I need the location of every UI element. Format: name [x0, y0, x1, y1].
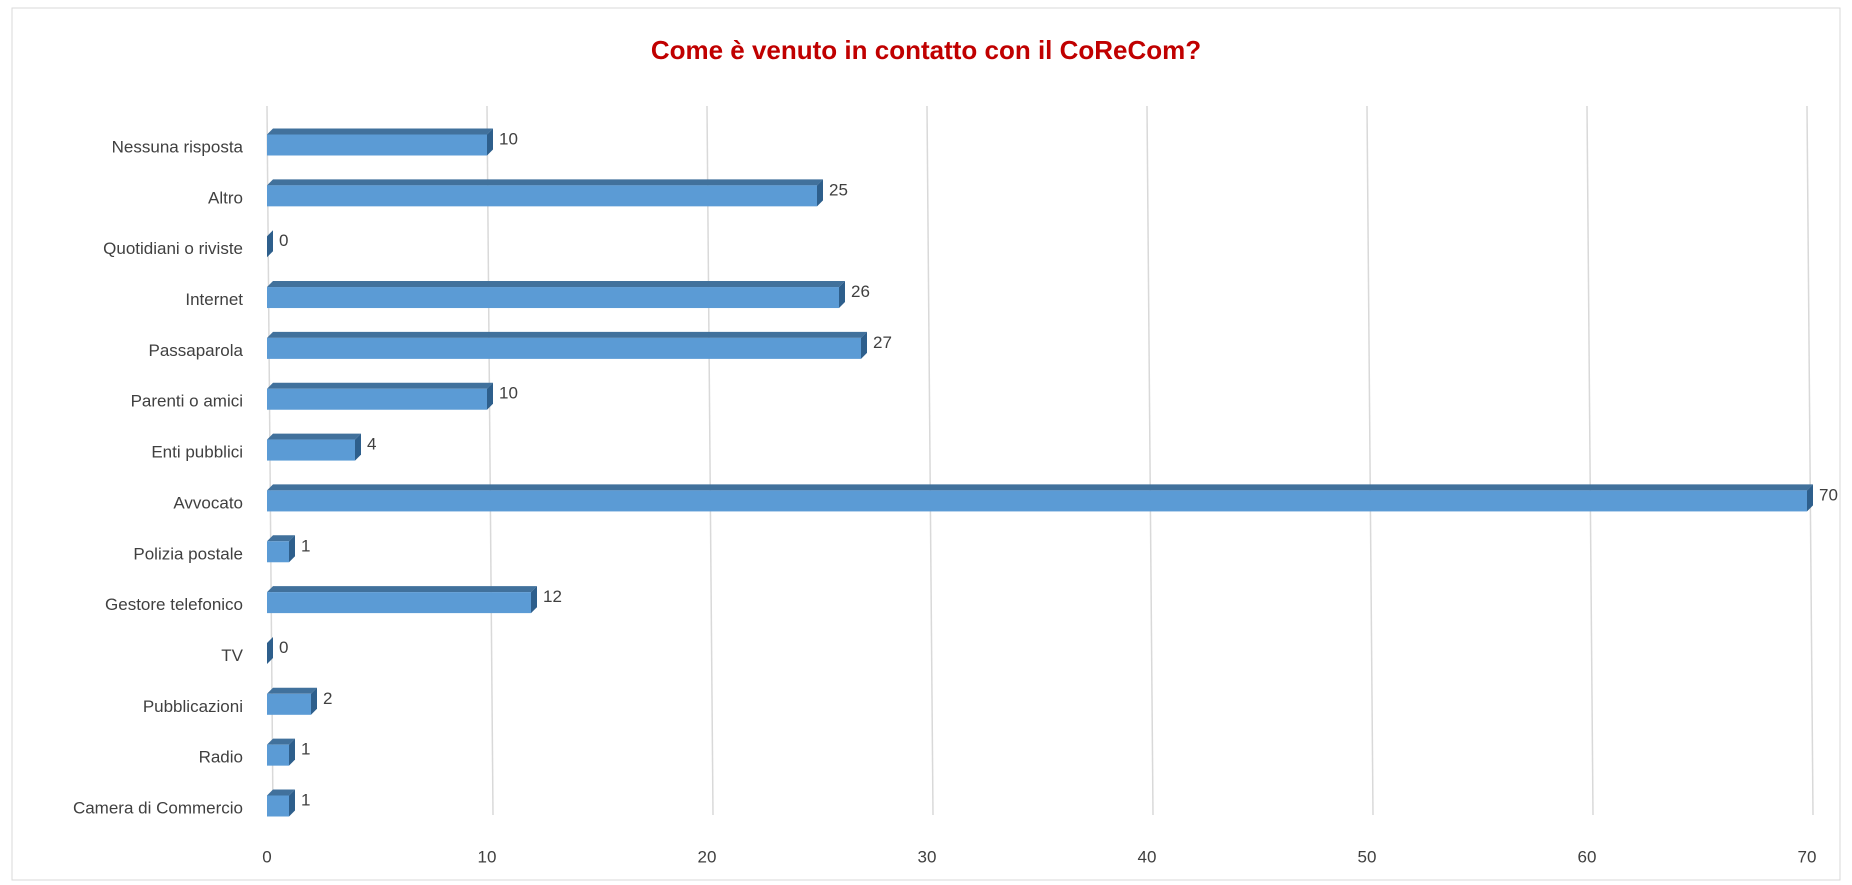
bar-side — [861, 331, 867, 359]
chart-title: Come è venuto in contatto con il CoReCom… — [651, 35, 1201, 65]
y-tick-label: Avvocato — [173, 493, 243, 512]
bar — [267, 795, 289, 817]
bar-top — [267, 789, 295, 796]
bar-top — [267, 128, 493, 135]
bar-side — [289, 738, 295, 766]
grid-line — [926, 105, 934, 816]
grid-line — [1146, 105, 1154, 816]
bar-side — [355, 433, 361, 461]
bar-side — [1807, 484, 1813, 512]
data-label: 1 — [301, 740, 310, 759]
bar — [267, 134, 487, 156]
bar — [267, 592, 531, 614]
y-tick-label: Internet — [185, 290, 243, 309]
data-label: 25 — [829, 180, 848, 199]
data-label: 12 — [543, 587, 562, 606]
x-tick-label: 40 — [1138, 847, 1157, 866]
grid-line — [486, 105, 494, 816]
data-label: 0 — [279, 638, 288, 657]
data-label: 1 — [301, 536, 310, 555]
bar-top — [267, 382, 493, 389]
y-tick-label: Polizia postale — [133, 544, 243, 563]
bar — [267, 388, 487, 410]
data-label: 0 — [279, 231, 288, 250]
x-tick-label: 10 — [478, 847, 497, 866]
y-tick-label: Pubblicazioni — [143, 697, 243, 716]
bar-side — [839, 281, 845, 309]
data-label: 26 — [851, 282, 870, 301]
bar-top — [267, 179, 823, 186]
x-tick-label: 20 — [698, 847, 717, 866]
bar-top — [267, 433, 361, 440]
bar — [267, 439, 355, 461]
data-label: 70 — [1819, 485, 1838, 504]
grid-line — [1366, 105, 1374, 816]
bar-side — [289, 789, 295, 817]
data-label: 1 — [301, 790, 310, 809]
x-tick-label: 60 — [1578, 847, 1597, 866]
bar-side — [487, 382, 493, 410]
x-tick-label: 50 — [1358, 847, 1377, 866]
x-tick-label: 0 — [262, 847, 271, 866]
bar-top — [267, 484, 1813, 491]
bar — [267, 693, 311, 715]
y-tick-label: Quotidiani o riviste — [103, 239, 243, 258]
bar-top — [267, 331, 867, 338]
bar — [267, 744, 289, 766]
bar-side — [817, 179, 823, 207]
y-tick-label: TV — [221, 646, 243, 665]
bar-side — [289, 535, 295, 563]
bar-top — [267, 687, 317, 694]
data-label: 10 — [499, 129, 518, 148]
y-tick-label: Nessuna risposta — [112, 137, 244, 156]
bar-side — [487, 128, 493, 156]
x-tick-label: 30 — [918, 847, 937, 866]
data-label: 27 — [873, 333, 892, 352]
bar — [267, 287, 839, 309]
bar — [267, 337, 861, 359]
data-label: 10 — [499, 384, 518, 403]
bar-side — [267, 636, 273, 664]
y-tick-label: Enti pubblici — [151, 443, 243, 462]
bar-top — [267, 281, 845, 288]
bar-top — [267, 738, 295, 745]
grid-line — [706, 105, 714, 816]
data-label: 2 — [323, 689, 332, 708]
bar-top — [267, 586, 537, 593]
bar-top — [267, 535, 295, 542]
x-tick-label: 70 — [1798, 847, 1817, 866]
grid-line — [1586, 105, 1594, 816]
y-tick-label: Gestore telefonico — [105, 595, 243, 614]
y-tick-label: Parenti o amici — [131, 392, 243, 411]
y-tick-label: Radio — [199, 748, 243, 767]
bar-side — [267, 230, 273, 258]
y-tick-label: Passaparola — [148, 341, 243, 360]
grid-line — [1806, 105, 1814, 816]
bar — [267, 185, 817, 207]
bar-side — [311, 687, 317, 715]
data-label: 4 — [367, 435, 376, 454]
bar — [267, 490, 1807, 512]
y-tick-label: Altro — [208, 188, 243, 207]
bar-side — [531, 586, 537, 614]
bar — [267, 541, 289, 563]
y-tick-label: Camera di Commercio — [73, 798, 243, 817]
